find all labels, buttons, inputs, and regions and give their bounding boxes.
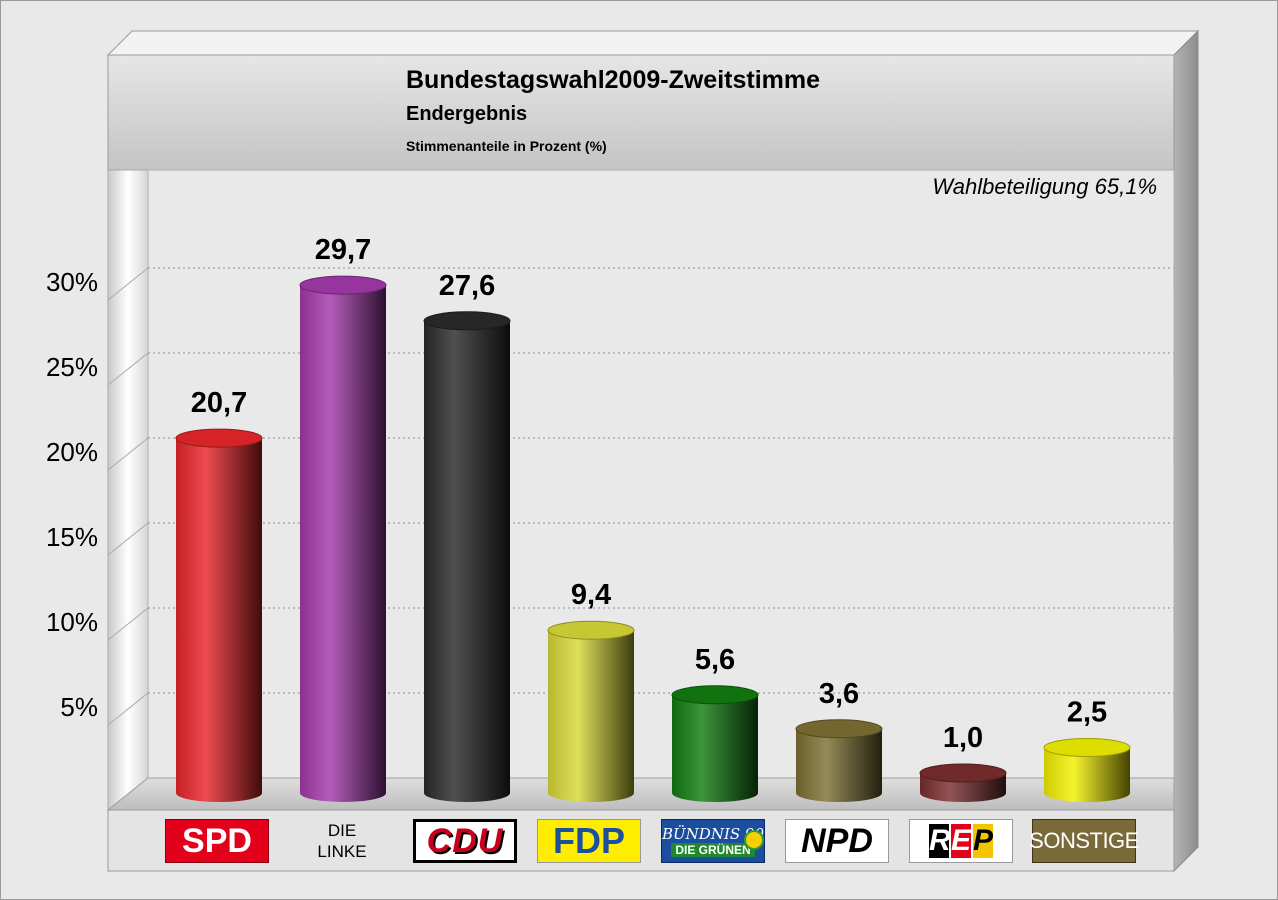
logo-npd-text: NPD bbox=[801, 821, 873, 860]
bar-body bbox=[548, 630, 634, 802]
value-labels: 20,7 29,7 27,6 9,4 5,6 3,6 1,0 2,5 bbox=[191, 234, 1107, 754]
logo-cdu-text: CDU bbox=[426, 821, 504, 860]
bar-body bbox=[424, 320, 510, 802]
bar-top bbox=[423, 311, 511, 331]
logo-sonstige-text: SONSTIGE bbox=[1029, 828, 1139, 853]
logo-rep-letter-p: P bbox=[973, 824, 994, 858]
logo-cdu: CDU bbox=[413, 819, 517, 863]
bar-top bbox=[175, 428, 263, 448]
bar-top bbox=[795, 719, 883, 739]
bar-top bbox=[1043, 738, 1131, 757]
grid-wall-line bbox=[107, 692, 149, 726]
chart-subtitle: Endergebnis bbox=[406, 103, 528, 125]
bar-top bbox=[547, 620, 635, 640]
floor bbox=[106, 777, 1175, 811]
sunflower-icon bbox=[746, 832, 762, 848]
bar-body bbox=[796, 728, 882, 802]
y-tick-label: 15% bbox=[46, 522, 98, 552]
logo-die-linke: DIE LINKE bbox=[290, 819, 394, 863]
value-label: 20,7 bbox=[191, 387, 247, 419]
y-tick-label: 10% bbox=[46, 607, 98, 637]
logo-linke-line2: LINKE bbox=[317, 842, 367, 861]
box-right-face bbox=[1173, 29, 1199, 873]
logo-npd: NPD bbox=[785, 819, 889, 863]
y-tick-label: 5% bbox=[60, 692, 98, 722]
bar bbox=[795, 719, 883, 802]
bar bbox=[299, 275, 387, 802]
bar-top bbox=[299, 275, 387, 295]
chart-box bbox=[106, 29, 1200, 873]
box-top-face bbox=[106, 30, 1200, 56]
bar bbox=[423, 311, 511, 802]
value-label: 27,6 bbox=[439, 270, 495, 302]
bar-top bbox=[671, 685, 759, 705]
grid-wall-line bbox=[107, 522, 149, 556]
bar bbox=[547, 620, 635, 802]
logo-fdp: FDP bbox=[537, 819, 641, 863]
bar-body bbox=[1044, 747, 1130, 802]
value-label: 9,4 bbox=[571, 579, 611, 611]
y-tick-label: 30% bbox=[46, 267, 98, 297]
bar-body bbox=[672, 694, 758, 802]
logo-buendnis-gruene: BÜNDNIS 90 DIE GRÜNEN bbox=[661, 819, 765, 863]
chart-caption: Stimmenanteile in Prozent (%) bbox=[406, 138, 607, 154]
logo-rep: R E P bbox=[909, 819, 1013, 863]
value-label: 3,6 bbox=[819, 678, 859, 710]
bar bbox=[919, 763, 1007, 802]
grid-wall-line bbox=[107, 607, 149, 641]
logo-rep-letter-r: R bbox=[929, 824, 951, 858]
logo-gruene-line1: BÜNDNIS 90 bbox=[662, 824, 764, 843]
logo-sonstige: SONSTIGE bbox=[1029, 819, 1139, 863]
chart-title: Bundestagswahl2009-Zweitstimme bbox=[406, 66, 821, 94]
bars bbox=[175, 275, 1131, 802]
value-label: 2,5 bbox=[1067, 697, 1107, 729]
bar bbox=[1043, 738, 1131, 802]
bar-body bbox=[176, 438, 262, 802]
bar-body bbox=[300, 285, 386, 802]
header-panel bbox=[107, 54, 1175, 171]
value-label: 1,0 bbox=[943, 722, 983, 754]
turnout-label: Wahlbeteiligung 65,1% bbox=[932, 174, 1157, 199]
bar-top bbox=[919, 763, 1007, 783]
y-tick-label: 25% bbox=[46, 352, 98, 382]
bar bbox=[671, 685, 759, 802]
logo-rep-letter-e: E bbox=[951, 824, 972, 858]
logo-spd-text: SPD bbox=[182, 821, 252, 860]
bar bbox=[175, 428, 263, 802]
logo-gruene-line2: DIE GRÜNEN bbox=[671, 842, 755, 857]
left-wall bbox=[107, 169, 149, 812]
value-label: 29,7 bbox=[315, 234, 371, 266]
y-tick-label: 20% bbox=[46, 437, 98, 467]
grid-wall-line bbox=[107, 437, 149, 471]
logo-fdp-text: FDP bbox=[553, 820, 625, 861]
value-label: 5,6 bbox=[695, 644, 735, 676]
grid-wall-line bbox=[107, 352, 149, 386]
y-axis-ticks: 5% 10% 15% 20% 25% 30% bbox=[46, 267, 98, 722]
grid-wall-line bbox=[107, 267, 149, 301]
logo-linke-line1: DIE bbox=[327, 821, 357, 840]
logo-spd: SPD bbox=[165, 819, 269, 863]
